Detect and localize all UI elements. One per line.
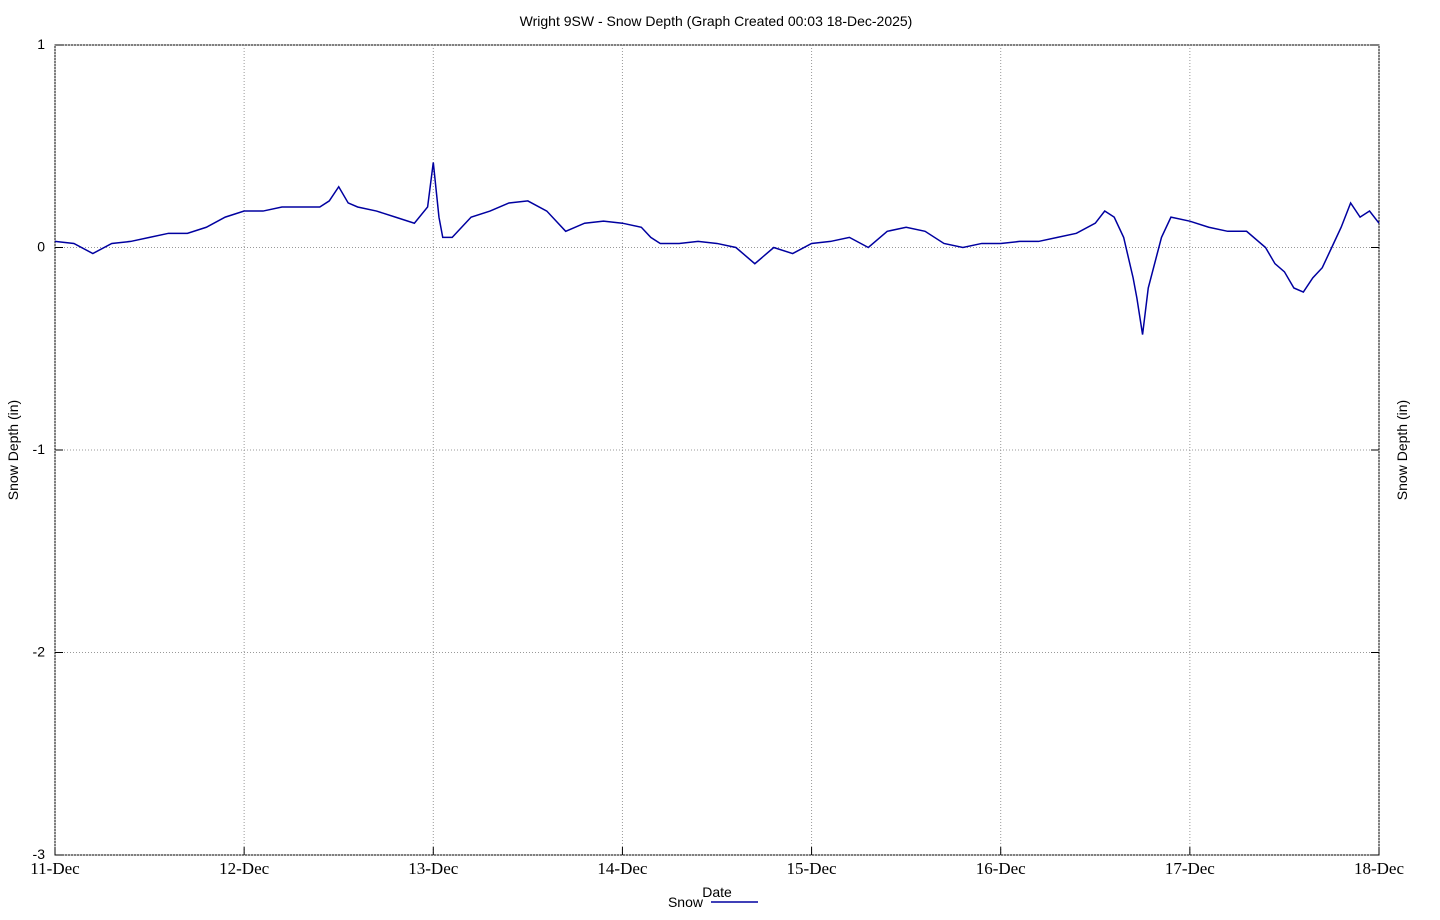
x-tick-label: 12-Dec: [219, 859, 269, 878]
x-axis-label: Date: [702, 884, 732, 900]
y-tick-label: -3: [33, 846, 46, 862]
x-tick-label: 16-Dec: [976, 859, 1026, 878]
chart-title: Wright 9SW - Snow Depth (Graph Created 0…: [520, 13, 913, 29]
y-axis-label: Snow Depth (in): [5, 400, 21, 500]
y-tick-label: 0: [37, 239, 45, 255]
x-tick-label: 13-Dec: [408, 859, 458, 878]
x-tick-label: 11-Dec: [30, 859, 80, 878]
y-tick-label: -1: [33, 441, 46, 457]
x-tick-label: 15-Dec: [787, 859, 837, 878]
x-tick-label: 17-Dec: [1165, 859, 1215, 878]
legend-label: Snow: [668, 894, 704, 910]
data-line: [54, 162, 1380, 335]
y-axis-label-right: Snow Depth (in): [1394, 400, 1410, 500]
y-tick-label: 1: [37, 36, 45, 52]
x-tick-label: 14-Dec: [597, 859, 647, 878]
x-tick-label: 18-Dec: [1354, 859, 1404, 878]
y-tick-label: -2: [33, 644, 46, 660]
